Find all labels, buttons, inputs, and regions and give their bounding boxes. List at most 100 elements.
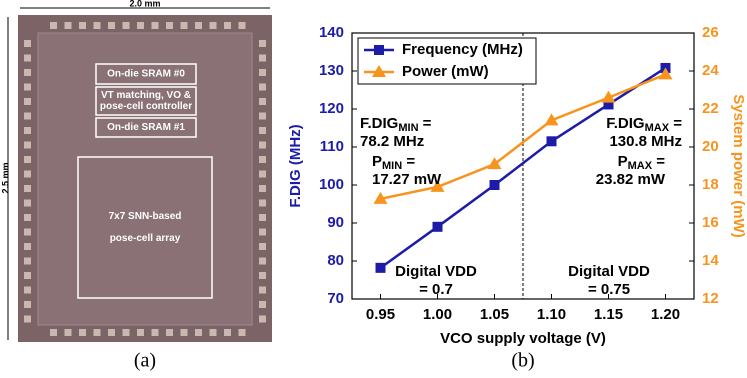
pad bbox=[259, 54, 266, 62]
pad bbox=[259, 315, 266, 323]
pad bbox=[224, 329, 231, 336]
annotation: = 0.7 bbox=[419, 281, 453, 298]
y2-axis-label: System power (mW) bbox=[730, 94, 747, 237]
y2-tick-label: 26 bbox=[702, 24, 719, 41]
y-tick-label: 80 bbox=[327, 252, 344, 269]
annotation: PMIN = bbox=[372, 153, 415, 172]
annotation-text: = bbox=[419, 115, 432, 132]
y2-tick-label: 18 bbox=[702, 176, 719, 193]
annotation: 23.82 mW bbox=[596, 171, 666, 188]
annotation-text: Digital VDD bbox=[395, 263, 477, 280]
die-core bbox=[37, 32, 253, 326]
pad bbox=[93, 22, 101, 29]
pad bbox=[180, 22, 188, 29]
pad bbox=[259, 185, 266, 192]
block-outline bbox=[95, 117, 197, 138]
annotation: Digital VDD bbox=[395, 263, 477, 280]
pad bbox=[195, 22, 202, 29]
marker bbox=[546, 136, 557, 147]
height-label: 2.5 mm bbox=[0, 162, 10, 193]
pad bbox=[166, 329, 173, 336]
pad bbox=[24, 141, 31, 149]
pad bbox=[108, 22, 115, 29]
pad bbox=[259, 98, 266, 105]
pad bbox=[24, 112, 31, 120]
pad bbox=[24, 272, 31, 279]
pad bbox=[122, 22, 130, 29]
marker bbox=[373, 191, 388, 204]
annotation-text: P bbox=[618, 153, 628, 170]
x-tick-label: 1.05 bbox=[480, 306, 509, 323]
pad bbox=[195, 329, 202, 336]
pad bbox=[259, 170, 266, 178]
pad bbox=[24, 127, 31, 134]
annotation-text: P bbox=[372, 153, 382, 170]
pad bbox=[151, 22, 159, 29]
annotation: 130.8 MHz bbox=[609, 133, 682, 150]
pad bbox=[259, 272, 266, 279]
pad bbox=[259, 301, 266, 308]
pad bbox=[24, 156, 31, 163]
annotation-text: Digital VDD bbox=[568, 263, 650, 280]
pad bbox=[259, 257, 266, 265]
pad bbox=[108, 329, 115, 336]
pad bbox=[137, 329, 144, 336]
y2-tick-label: 20 bbox=[702, 138, 719, 155]
marker bbox=[601, 90, 616, 103]
block-label: pose-cell controller bbox=[100, 101, 192, 112]
marker bbox=[432, 221, 443, 232]
pad bbox=[24, 286, 31, 294]
pad bbox=[259, 199, 266, 207]
pad bbox=[79, 22, 86, 29]
pad bbox=[24, 228, 31, 236]
pad bbox=[137, 22, 144, 29]
annotation-sub: MAX bbox=[645, 122, 670, 134]
pad bbox=[24, 301, 31, 308]
legend-marker bbox=[374, 45, 384, 55]
pad bbox=[224, 22, 231, 29]
x-tick-label: 1.10 bbox=[537, 306, 566, 323]
y-tick-label: 120 bbox=[319, 100, 344, 117]
marker bbox=[430, 179, 445, 192]
pad bbox=[24, 199, 31, 207]
pad bbox=[24, 98, 31, 105]
x-axis-label: VCO supply voltage (V) bbox=[440, 330, 606, 347]
annotation-sub: MAX bbox=[628, 160, 653, 172]
y2-tick-label: 22 bbox=[702, 100, 719, 117]
pad bbox=[166, 22, 173, 29]
pad bbox=[24, 315, 31, 323]
y2-tick-label: 14 bbox=[702, 252, 719, 269]
block-label: On-die SRAM #0 bbox=[107, 69, 185, 80]
pad bbox=[259, 83, 266, 91]
pad bbox=[79, 329, 86, 336]
caption: (a) bbox=[134, 350, 156, 372]
y-tick-label: 110 bbox=[320, 138, 344, 155]
pad bbox=[93, 329, 101, 336]
marker bbox=[375, 262, 386, 273]
marker bbox=[603, 99, 614, 110]
pad bbox=[259, 40, 266, 47]
marker bbox=[487, 157, 502, 170]
annotation: F.DIGMAX = bbox=[606, 115, 682, 134]
x-tick-label: 1.15 bbox=[594, 306, 623, 323]
annotation-text: F.DIG bbox=[360, 115, 398, 132]
pad bbox=[259, 141, 266, 149]
block-label: 7x7 SNN-based bbox=[109, 211, 182, 222]
marker bbox=[544, 113, 559, 126]
pad bbox=[259, 156, 266, 163]
pad bbox=[24, 185, 31, 192]
pad bbox=[64, 329, 72, 336]
pad bbox=[209, 329, 217, 336]
marker bbox=[658, 67, 673, 80]
pad bbox=[50, 22, 57, 29]
die-annotations: On-die SRAM #0VT matching, VO &pose-cell… bbox=[24, 22, 266, 336]
pad bbox=[24, 214, 31, 221]
legend-label: Frequency (MHz) bbox=[402, 41, 523, 58]
annotation-text: = bbox=[652, 153, 665, 170]
legend-label: Power (mW) bbox=[402, 63, 489, 80]
block-label: On-die SRAM #1 bbox=[107, 122, 185, 133]
pad bbox=[259, 228, 266, 236]
legend-marker bbox=[372, 65, 386, 77]
annotation-sub: MIN bbox=[382, 160, 402, 172]
